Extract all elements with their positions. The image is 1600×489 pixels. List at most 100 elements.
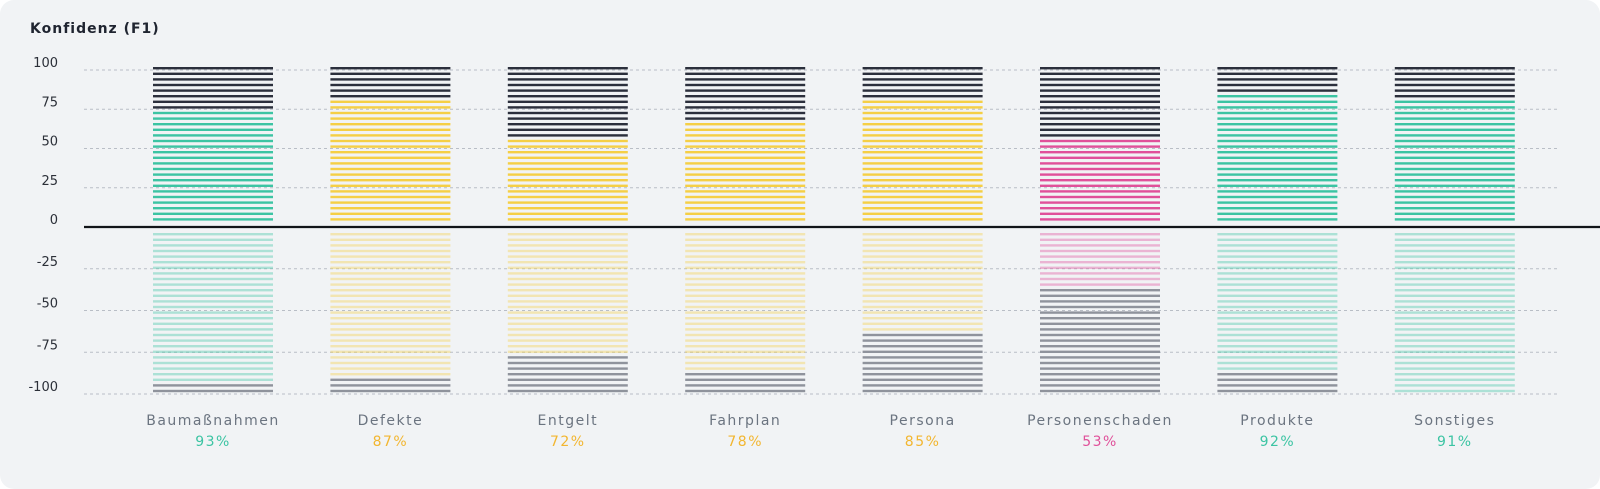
bar-remainder-stripe xyxy=(685,83,806,87)
bar-negative-remainder-stripe xyxy=(1040,345,1160,348)
bar-negative-stripe xyxy=(507,345,628,348)
bar-positive-stripe xyxy=(507,179,628,182)
bar-remainder-stripe xyxy=(1040,83,1160,87)
bar-positive-stripe xyxy=(330,173,451,176)
bar-negative-stripe xyxy=(1394,238,1515,241)
bar-positive-stripe xyxy=(862,184,983,187)
bar-negative-stripe xyxy=(1394,294,1515,297)
bar-positive-stripe xyxy=(1394,151,1515,154)
bar-negative-remainder-stripe xyxy=(1217,389,1338,393)
bar-negative-stripe xyxy=(507,311,628,314)
bar-remainder-stripe xyxy=(1394,78,1515,81)
bar-positive-stripe xyxy=(1217,173,1338,176)
bar-negative-stripe xyxy=(330,277,451,281)
bar-positive-stripe xyxy=(1394,218,1515,221)
category-label: Fahrplan xyxy=(709,413,781,429)
bar-positive-stripe xyxy=(153,184,273,187)
bar-positive-stripe xyxy=(153,201,273,204)
bar-group xyxy=(1394,67,1515,393)
bar-positive-stripe xyxy=(1217,117,1338,120)
bar-negative-stripe xyxy=(685,356,806,359)
bar-remainder-stripe xyxy=(507,78,628,81)
bar-remainder-stripe xyxy=(685,117,806,120)
bar-negative-stripe xyxy=(1394,261,1515,264)
bar-remainder-stripe xyxy=(1217,72,1338,75)
bar-negative-stripe xyxy=(330,345,451,348)
bar-positive-stripe xyxy=(1040,139,1160,143)
bar-remainder-stripe xyxy=(1040,72,1160,75)
bar-positive-stripe xyxy=(862,207,983,210)
bar-negative-stripe xyxy=(685,294,806,297)
bar-negative-stripe xyxy=(330,339,451,342)
bar-positive-stripe xyxy=(1217,100,1338,103)
bar-negative-stripe xyxy=(330,350,451,353)
bar-negative-stripe xyxy=(1394,277,1515,281)
bar-positive-stripe xyxy=(507,207,628,210)
bar-negative-stripe xyxy=(1217,339,1338,342)
bar-positive-stripe xyxy=(685,167,806,171)
bar-remainder-stripe xyxy=(1040,111,1160,115)
bar-remainder-stripe xyxy=(862,89,983,92)
bar-positive-stripe xyxy=(330,123,451,126)
bar-remainder-stripe xyxy=(330,83,451,87)
bar-negative-stripe xyxy=(862,249,983,253)
bar-positive-stripe xyxy=(1217,111,1338,115)
bar-positive-stripe xyxy=(685,145,806,148)
bar-negative-stripe xyxy=(685,277,806,281)
bar-positive-stripe xyxy=(1394,167,1515,171)
bar-negative-stripe xyxy=(153,300,273,303)
bar-remainder-stripe xyxy=(153,100,273,103)
bar-positive-stripe xyxy=(862,106,983,109)
bar-negative-stripe xyxy=(153,244,273,247)
bar-negative-remainder-stripe xyxy=(1040,328,1160,331)
bar-positive-stripe xyxy=(862,156,983,159)
bar-positive-stripe xyxy=(1217,134,1338,137)
bar-negative-remainder-stripe xyxy=(685,378,806,381)
y-tick-label: -100 xyxy=(28,380,58,395)
bar-remainder-stripe xyxy=(507,106,628,109)
bar-positive-stripe xyxy=(330,151,451,154)
bar-negative-stripe xyxy=(153,361,273,365)
bar-negative-stripe xyxy=(330,238,451,241)
bar-group xyxy=(507,67,628,393)
bar-negative-stripe xyxy=(862,311,983,314)
bar-group xyxy=(1040,67,1160,393)
bar-positive-stripe xyxy=(507,173,628,176)
bar-negative-stripe xyxy=(1394,283,1515,286)
bar-negative-remainder-stripe xyxy=(862,389,983,393)
bar-negative-stripe xyxy=(1217,311,1338,314)
bar-remainder-stripe xyxy=(153,67,273,70)
bar-positive-stripe xyxy=(153,139,273,143)
bar-negative-stripe xyxy=(330,305,451,309)
bar-negative-remainder-stripe xyxy=(153,389,273,393)
bar-negative-stripe xyxy=(153,289,273,292)
bar-remainder-stripe xyxy=(1040,78,1160,81)
bar-negative-stripe xyxy=(685,289,806,292)
category-label: Produkte xyxy=(1240,413,1314,429)
bar-positive-stripe xyxy=(1217,195,1338,199)
bar-remainder-stripe xyxy=(507,117,628,120)
f1-score-label: 78% xyxy=(727,434,763,450)
bar-positive-stripe xyxy=(153,173,273,176)
bar-negative-stripe xyxy=(685,361,806,365)
bar-remainder-stripe xyxy=(1217,89,1338,92)
bar-positive-stripe xyxy=(330,184,451,187)
bar-positive-stripe xyxy=(685,179,806,182)
bar-positive-stripe xyxy=(330,218,451,221)
bar-positive-stripe xyxy=(862,139,983,143)
bar-negative-stripe xyxy=(153,317,273,320)
bar-negative-stripe xyxy=(685,328,806,331)
bar-negative-stripe xyxy=(685,244,806,247)
bar-positive-stripe xyxy=(330,201,451,204)
bar-negative-remainder-stripe xyxy=(507,356,628,359)
bar-remainder-stripe xyxy=(1040,95,1160,98)
bar-positive-stripe xyxy=(1040,184,1160,187)
bar-positive-stripe xyxy=(330,128,451,131)
bar-negative-stripe xyxy=(153,261,273,264)
bar-negative-remainder-stripe xyxy=(862,361,983,365)
bar-negative-stripe xyxy=(685,311,806,314)
bar-positive-stripe xyxy=(862,123,983,126)
bar-negative-remainder-stripe xyxy=(1040,300,1160,303)
bar-negative-stripe xyxy=(685,339,806,342)
bar-negative-stripe xyxy=(330,311,451,314)
